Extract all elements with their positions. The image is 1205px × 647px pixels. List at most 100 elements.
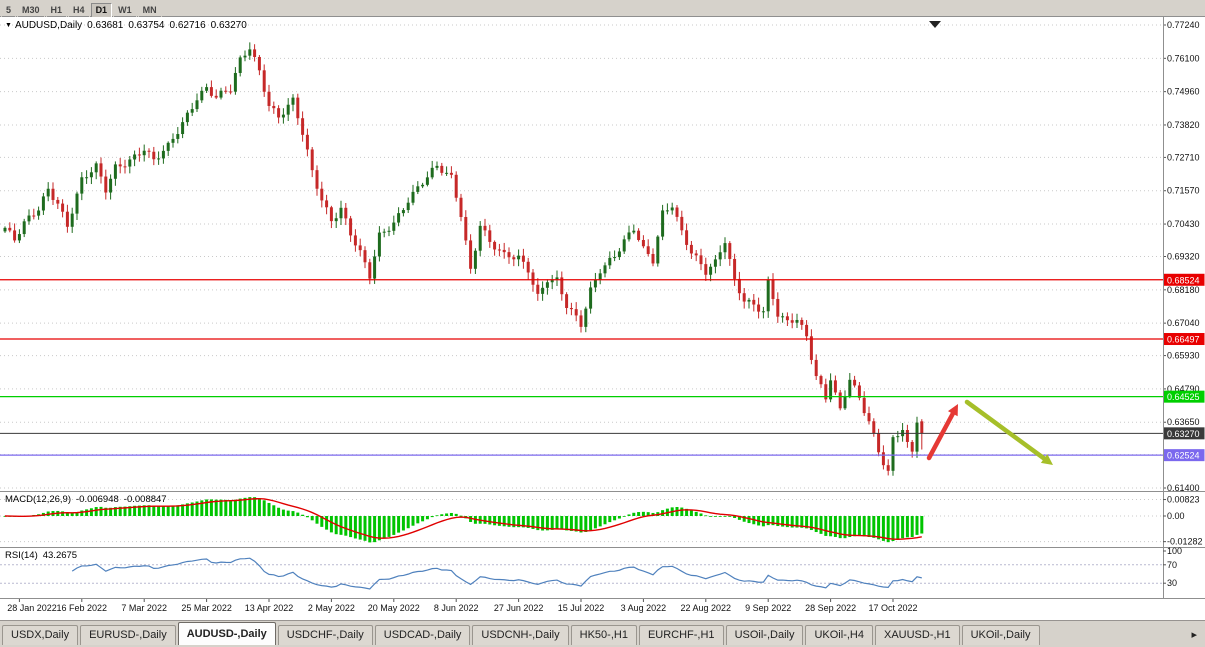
timeframe-button-w1[interactable]: W1 bbox=[113, 3, 137, 18]
macd-bar bbox=[613, 516, 617, 521]
candle-body bbox=[3, 227, 7, 232]
macd-bar bbox=[325, 516, 329, 530]
macd-bar bbox=[243, 497, 247, 516]
candle-body bbox=[368, 262, 372, 279]
macd-bar bbox=[526, 516, 530, 528]
macd-bar bbox=[214, 499, 218, 516]
candle-body bbox=[488, 230, 492, 242]
tab-eurusd-daily[interactable]: EURUSD-,Daily bbox=[80, 625, 176, 645]
price-badge-current-price bbox=[1163, 427, 1205, 440]
bearish-arrow-head bbox=[1040, 454, 1053, 465]
candle-body bbox=[248, 49, 252, 56]
candle-body bbox=[661, 210, 665, 237]
candle-body bbox=[675, 207, 679, 217]
candle-body bbox=[430, 167, 434, 178]
candle-body bbox=[531, 272, 535, 285]
candle-body bbox=[886, 465, 890, 471]
candle-body bbox=[176, 134, 180, 139]
bullish-arrow-annotation[interactable] bbox=[926, 404, 958, 461]
tab-usdcnh-daily[interactable]: USDCNH-,Daily bbox=[472, 625, 569, 645]
price-axis-label: 0.70430 bbox=[1167, 219, 1200, 229]
macd-bar bbox=[694, 511, 698, 516]
candle-body bbox=[339, 207, 343, 219]
candle-body bbox=[325, 200, 329, 208]
timeframe-button-d1[interactable]: D1 bbox=[90, 3, 113, 18]
macd-bar bbox=[238, 498, 242, 516]
date-axis-label: 16 Feb 2022 bbox=[57, 603, 108, 613]
tab-usdcad-daily[interactable]: USDCAD-,Daily bbox=[374, 625, 471, 645]
macd-bar bbox=[790, 516, 794, 528]
candle-body bbox=[454, 174, 458, 198]
candle-body bbox=[128, 159, 132, 167]
bullish-arrow-head bbox=[947, 404, 958, 417]
timeframe-button-5[interactable]: 5 bbox=[1, 3, 17, 18]
macd-bar bbox=[147, 505, 151, 516]
candle-body bbox=[785, 316, 789, 321]
candle-body bbox=[157, 158, 161, 160]
candle-body bbox=[848, 379, 852, 397]
tab-audusd-daily[interactable]: AUDUSD-,Daily bbox=[177, 622, 276, 645]
candle-body bbox=[104, 176, 108, 193]
macd-axis-label: -0.01282 bbox=[1167, 537, 1203, 547]
timeframe-button-mn[interactable]: MN bbox=[137, 3, 162, 18]
macd-bar bbox=[603, 516, 607, 525]
chart-area[interactable]: 0.77240 0.76100 0.74960 0.73820 0.72710 0.715… bbox=[0, 17, 1205, 620]
candle-body bbox=[757, 304, 761, 312]
macd-bar bbox=[70, 512, 74, 516]
tab-ukoil-h4[interactable]: UKOil-,H4 bbox=[805, 625, 873, 645]
macd-bar bbox=[699, 513, 703, 516]
macd-bar bbox=[411, 516, 415, 526]
candle-body bbox=[301, 118, 305, 135]
candle-body bbox=[920, 421, 924, 434]
macd-bar bbox=[377, 516, 381, 541]
ohlc-high: 0.63754 bbox=[128, 20, 165, 31]
timeframe-button-m30[interactable]: M30 bbox=[17, 3, 45, 18]
macd-bar bbox=[483, 516, 487, 524]
candle-body bbox=[771, 279, 775, 299]
tab-usdchf-daily[interactable]: USDCHF-,Daily bbox=[277, 625, 373, 645]
candle-body bbox=[152, 151, 156, 160]
price-axis-label: 0.63650 bbox=[1167, 417, 1200, 427]
candle-body bbox=[838, 392, 842, 409]
candle-body bbox=[262, 70, 266, 92]
candle-body bbox=[363, 250, 367, 263]
macd-bar bbox=[685, 508, 689, 516]
macd-bar bbox=[445, 513, 449, 516]
macd-bar bbox=[766, 516, 770, 526]
tab-usoil-daily[interactable]: USOil-,Daily bbox=[725, 625, 804, 645]
candle-body bbox=[857, 385, 861, 398]
candle-body bbox=[459, 197, 463, 217]
price-axis-label: 0.72710 bbox=[1167, 152, 1200, 162]
tab-scroll-right-icon[interactable]: ▸ bbox=[1191, 629, 1197, 641]
candle-body bbox=[61, 203, 65, 212]
candle-body bbox=[85, 177, 89, 179]
macd-bar bbox=[641, 511, 645, 516]
timeframe-button-h4[interactable]: H4 bbox=[68, 3, 90, 18]
timeframe-button-h1[interactable]: H1 bbox=[45, 3, 68, 18]
tab-usdx-daily[interactable]: USDX,Daily bbox=[2, 625, 79, 645]
bearish-arrow-annotation[interactable] bbox=[964, 399, 1053, 465]
tab-eurchf-h1[interactable]: EURCHF-,H1 bbox=[638, 625, 724, 645]
macd-bar bbox=[521, 516, 525, 528]
macd-bar bbox=[75, 511, 79, 516]
macd-bar bbox=[248, 497, 252, 516]
macd-bar bbox=[99, 506, 103, 516]
macd-bar bbox=[872, 516, 876, 538]
price-badge-support-green bbox=[1163, 390, 1205, 403]
candle-body bbox=[195, 100, 199, 110]
tab-hk50-h1[interactable]: HK50-,H1 bbox=[570, 625, 637, 645]
macd-bar bbox=[123, 506, 127, 516]
price-badge-label-current-price: 0.63270 bbox=[1167, 429, 1200, 439]
tab-ukoil-daily[interactable]: UKOil-,Daily bbox=[961, 625, 1040, 645]
bearish-arrow-shaft bbox=[964, 399, 1047, 461]
price-axis-label: 0.77240 bbox=[1167, 20, 1200, 30]
candle-body bbox=[349, 218, 353, 236]
candle-body bbox=[766, 279, 770, 312]
tab-xauusd-h1[interactable]: XAUUSD-,H1 bbox=[874, 625, 960, 645]
chart-canvas[interactable]: 0.77240 0.76100 0.74960 0.73820 0.72710 0.715… bbox=[0, 17, 1205, 620]
macd-bar bbox=[497, 516, 501, 526]
candle-body bbox=[483, 225, 487, 231]
macd-bar bbox=[569, 516, 573, 531]
macd-bar bbox=[315, 516, 319, 524]
